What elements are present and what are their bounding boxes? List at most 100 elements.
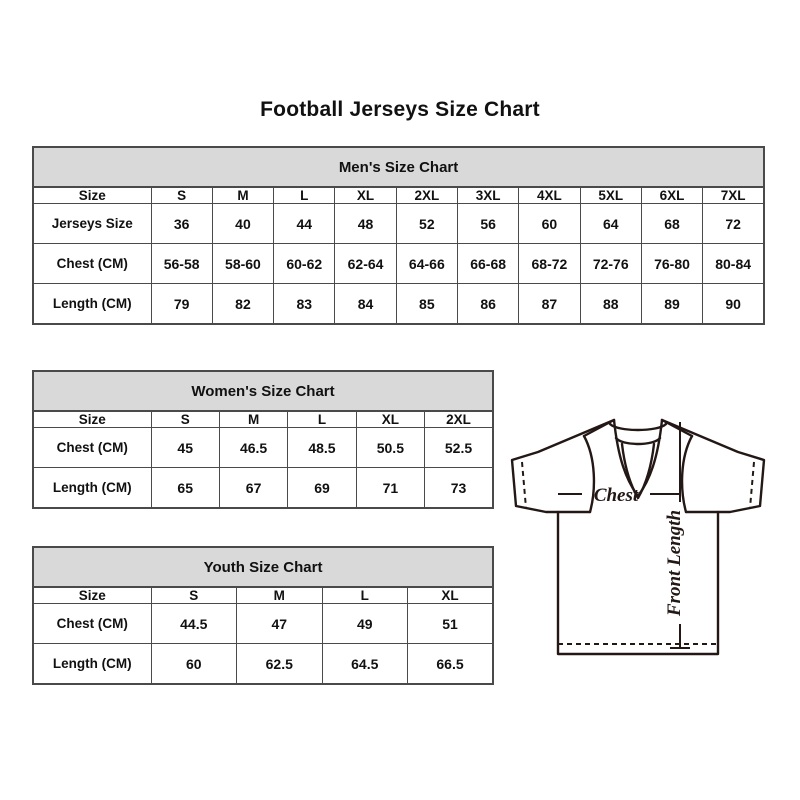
mens-cell-2xl: 64-66 (395, 243, 458, 284)
table-row: Chest (CM) 44.5 47 49 51 (32, 603, 494, 644)
mens-cell-2xl: 85 (395, 283, 458, 325)
left-cuff-dashed-line (521, 461, 527, 509)
youth-row-label: Chest (CM) (32, 603, 152, 644)
youth-table-body: Chest (CM) 44.5 47 49 51 Length (CM) 60 62.5 64.… (32, 603, 494, 685)
mens-cell-5xl: 64 (579, 203, 642, 244)
mens-cell-l: 83 (273, 283, 336, 325)
youth-cell-l: 64.5 (321, 643, 408, 685)
mens-section-title-row: Men's Size Chart (32, 146, 765, 188)
jersey-measurement-diagram: Chest Front Length (498, 398, 778, 678)
womens-table-head: Women's Size Chart Size S M L XL 2XL (32, 370, 494, 428)
womens-section-title-row: Women's Size Chart (32, 370, 494, 412)
table-row: Length (CM) 79 82 83 84 85 86 87 88 89 90 (32, 283, 765, 325)
womens-cell-l: 69 (287, 467, 357, 509)
womens-column-header-2xl: 2XL (424, 410, 494, 428)
mens-column-header-7xl: 7XL (702, 186, 765, 204)
mens-row-label: Jerseys Size (32, 203, 152, 244)
womens-column-header-size-label: Size (32, 410, 152, 428)
right-cuff-dashed-line (749, 461, 755, 509)
womens-cell-s: 65 (150, 467, 220, 509)
neckline-inner-v (620, 442, 656, 500)
left-armhole-curve (582, 434, 596, 514)
womens-cell-m: 67 (218, 467, 289, 509)
mens-cell-6xl: 68 (640, 203, 704, 244)
womens-row-label: Chest (CM) (32, 427, 152, 468)
youth-cell-xl: 66.5 (407, 643, 494, 685)
mens-cell-s: 79 (150, 283, 213, 325)
dashed-detail-group (521, 461, 755, 645)
table-row: Chest (CM) 45 46.5 48.5 50.5 52.5 (32, 427, 494, 468)
mens-cell-xl: 62-64 (334, 243, 397, 284)
mens-cell-xl: 84 (334, 283, 397, 325)
mens-row-label: Chest (CM) (32, 243, 152, 284)
right-armhole-curve (680, 434, 694, 514)
mens-column-header-size-label: Size (32, 186, 152, 204)
mens-column-header-xl: XL (334, 186, 397, 204)
womens-column-header-s: S (150, 410, 220, 428)
womens-cell-2xl: 73 (424, 467, 494, 509)
mens-cell-6xl: 89 (640, 283, 704, 325)
womens-section-title: Women's Size Chart (32, 370, 494, 412)
mens-cell-s: 36 (150, 203, 213, 244)
mens-cell-m: 82 (211, 283, 275, 325)
left-shoulder-seam (582, 418, 616, 438)
mens-cell-s: 56-58 (150, 243, 213, 284)
youth-cell-s: 44.5 (150, 603, 237, 644)
youth-column-header-s: S (150, 586, 237, 604)
mens-cell-7xl: 72 (702, 203, 765, 244)
womens-cell-l: 48.5 (287, 427, 357, 468)
mens-column-header-l: L (273, 186, 336, 204)
youth-size-table: Youth Size Chart Size S M L XL Chest (CM) 44.… (32, 546, 495, 685)
youth-cell-m: 47 (236, 603, 323, 644)
jersey-outline-group (510, 418, 766, 656)
mens-cell-7xl: 90 (702, 283, 765, 325)
mens-cell-7xl: 80-84 (702, 243, 765, 284)
mens-table-head: Men's Size Chart Size S M L XL 2XL 3XL 4XL 5XL 6X… (32, 146, 765, 204)
mens-column-header-3xl: 3XL (456, 186, 520, 204)
right-shoulder-seam (660, 418, 694, 438)
mens-column-header-s: S (150, 186, 213, 204)
youth-section-title: Youth Size Chart (32, 546, 494, 588)
table-row: Chest (CM) 56-58 58-60 60-62 62-64 64-66 66-68… (32, 243, 765, 284)
mens-cell-3xl: 56 (456, 203, 520, 244)
mens-column-header-m: M (211, 186, 275, 204)
womens-cell-2xl: 52.5 (424, 427, 494, 468)
womens-column-header-l: L (287, 410, 357, 428)
mens-cell-xl: 48 (334, 203, 397, 244)
youth-row-label: Length (CM) (32, 643, 152, 685)
mens-cell-3xl: 86 (456, 283, 520, 325)
womens-table-body: Chest (CM) 45 46.5 48.5 50.5 52.5 Length (CM) 6… (32, 427, 494, 509)
mens-cell-l: 44 (273, 203, 336, 244)
womens-cell-xl: 71 (355, 467, 426, 509)
mens-cell-4xl: 68-72 (518, 243, 581, 284)
jersey-line-art-svg: Chest Front Length (510, 418, 766, 656)
mens-table-body: Jerseys Size 36 40 44 48 52 56 60 64 68 72 Chest (C… (32, 203, 765, 325)
right-sleeve-outline (660, 418, 766, 514)
front-length-dimension-label: Front Length (664, 510, 685, 617)
mens-cell-4xl: 60 (518, 203, 581, 244)
jersey-body-outline (556, 510, 720, 656)
mens-cell-2xl: 52 (395, 203, 458, 244)
mens-cell-l: 60-62 (273, 243, 336, 284)
womens-cell-xl: 50.5 (355, 427, 426, 468)
womens-column-header-row: Size S M L XL 2XL (32, 410, 494, 428)
mens-cell-5xl: 88 (579, 283, 642, 325)
youth-cell-l: 49 (321, 603, 408, 644)
mens-cell-4xl: 87 (518, 283, 581, 325)
womens-size-table: Women's Size Chart Size S M L XL 2XL Chest (C… (32, 370, 494, 509)
youth-column-header-xl: XL (407, 586, 494, 604)
mens-size-table: Men's Size Chart Size S M L XL 2XL 3XL 4XL 5XL 6X… (32, 146, 766, 325)
table-row: Length (CM) 65 67 69 71 73 (32, 467, 494, 509)
mens-section-title: Men's Size Chart (32, 146, 765, 188)
mens-cell-m: 58-60 (211, 243, 275, 284)
youth-column-header-m: M (236, 586, 323, 604)
mens-column-header-5xl: 5XL (579, 186, 642, 204)
mens-column-header-4xl: 4XL (518, 186, 581, 204)
youth-cell-xl: 51 (407, 603, 494, 644)
youth-cell-m: 62.5 (236, 643, 323, 685)
youth-cell-s: 60 (150, 643, 237, 685)
mens-column-header-6xl: 6XL (640, 186, 704, 204)
mens-cell-3xl: 66-68 (456, 243, 520, 284)
mens-column-header-row: Size S M L XL 2XL 3XL 4XL 5XL 6XL 7XL (32, 186, 765, 204)
